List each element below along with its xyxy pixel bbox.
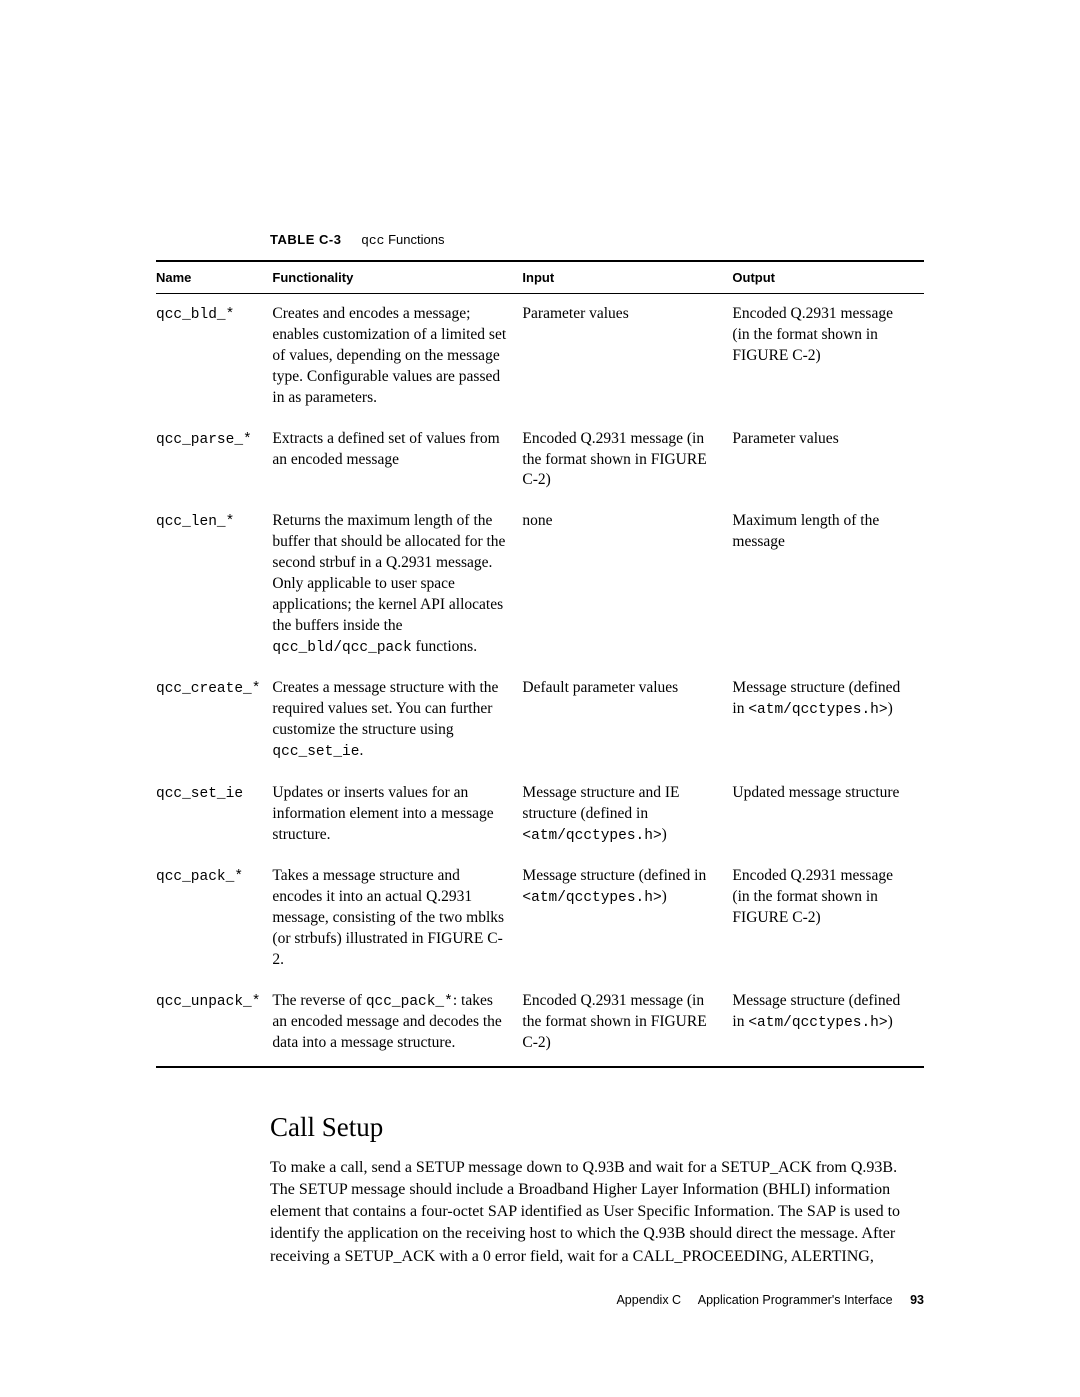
cell-input: Encoded Q.2931 message (in the format sh… [522, 981, 732, 1067]
cell-functionality: Creates and encodes a message; enables c… [272, 294, 522, 419]
table-row: qcc_len_*Returns the maximum length of t… [156, 501, 924, 668]
cell-name: qcc_set_ie [156, 773, 272, 856]
cell-input: Encoded Q.2931 message (in the format sh… [522, 419, 732, 502]
cell-input: Message structure (defined in <atm/qccty… [522, 856, 732, 981]
footer-title: Application Programmer's Interface [698, 1293, 893, 1307]
cell-output: Encoded Q.2931 message (in the format sh… [732, 294, 924, 419]
cell-input: Default parameter values [522, 668, 732, 772]
table-label: TABLE C-3 [270, 232, 341, 247]
table-body: qcc_bld_*Creates and encodes a message; … [156, 294, 924, 1068]
body-paragraph: To make a call, send a SETUP message dow… [270, 1157, 924, 1267]
col-header-output: Output [732, 261, 924, 294]
cell-output: Encoded Q.2931 message (in the format sh… [732, 856, 924, 981]
table-row: qcc_set_ieUpdates or inserts values for … [156, 773, 924, 856]
col-header-name: Name [156, 261, 272, 294]
cell-input: Parameter values [522, 294, 732, 419]
table-header-row: Name Functionality Input Output [156, 261, 924, 294]
cell-functionality: Returns the maximum length of the buffer… [272, 501, 522, 668]
footer-appendix: Appendix C [616, 1293, 681, 1307]
cell-name: qcc_parse_* [156, 419, 272, 502]
cell-name: qcc_len_* [156, 501, 272, 668]
page-content: TABLE C-3 qcc Functions Name Functionali… [0, 0, 1080, 1268]
table-row: qcc_create_*Creates a message structure … [156, 668, 924, 772]
cell-output: Maximum length of the message [732, 501, 924, 668]
cell-functionality: Takes a message structure and encodes it… [272, 856, 522, 981]
table-caption: TABLE C-3 qcc Functions [156, 232, 924, 248]
cell-name: qcc_pack_* [156, 856, 272, 981]
qcc-functions-table: Name Functionality Input Output qcc_bld_… [156, 260, 924, 1068]
page-footer: Appendix C Application Programmer's Inte… [616, 1293, 924, 1307]
col-header-input: Input [522, 261, 732, 294]
table-row: qcc_pack_*Takes a message structure and … [156, 856, 924, 981]
cell-functionality: Extracts a defined set of values from an… [272, 419, 522, 502]
table-caption-code: qcc [361, 233, 384, 248]
cell-output: Parameter values [732, 419, 924, 502]
cell-input: Message structure and IE structure (defi… [522, 773, 732, 856]
cell-output: Updated message structure [732, 773, 924, 856]
cell-output: Message structure (defined in <atm/qccty… [732, 668, 924, 772]
cell-functionality: Creates a message structure with the req… [272, 668, 522, 772]
cell-name: qcc_bld_* [156, 294, 272, 419]
cell-name: qcc_create_* [156, 668, 272, 772]
section-heading: Call Setup [270, 1112, 924, 1143]
table-row: qcc_unpack_*The reverse of qcc_pack_*: t… [156, 981, 924, 1067]
footer-page-number: 93 [910, 1293, 924, 1307]
table-caption-rest: Functions [384, 232, 444, 247]
cell-functionality: The reverse of qcc_pack_*: takes an enco… [272, 981, 522, 1067]
table-row: qcc_bld_*Creates and encodes a message; … [156, 294, 924, 419]
cell-input: none [522, 501, 732, 668]
cell-name: qcc_unpack_* [156, 981, 272, 1067]
cell-functionality: Updates or inserts values for an informa… [272, 773, 522, 856]
table-row: qcc_parse_*Extracts a defined set of val… [156, 419, 924, 502]
cell-output: Message structure (defined in <atm/qccty… [732, 981, 924, 1067]
col-header-functionality: Functionality [272, 261, 522, 294]
